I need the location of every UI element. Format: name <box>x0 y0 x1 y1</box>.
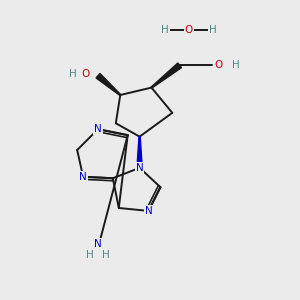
Polygon shape <box>96 74 121 95</box>
Text: H: H <box>232 60 239 70</box>
Text: O: O <box>184 25 193 34</box>
Text: N: N <box>136 163 143 173</box>
Text: N: N <box>94 238 102 249</box>
Text: H: H <box>69 69 76 79</box>
Polygon shape <box>137 136 142 168</box>
Polygon shape <box>151 63 181 88</box>
Text: H: H <box>102 250 110 260</box>
Text: O: O <box>81 69 90 79</box>
Text: N: N <box>94 124 102 134</box>
Text: H: H <box>208 25 216 34</box>
Text: H: H <box>86 250 94 260</box>
Text: O: O <box>214 60 222 70</box>
Text: H: H <box>161 25 169 34</box>
Text: N: N <box>145 206 152 216</box>
Text: N: N <box>79 172 87 182</box>
